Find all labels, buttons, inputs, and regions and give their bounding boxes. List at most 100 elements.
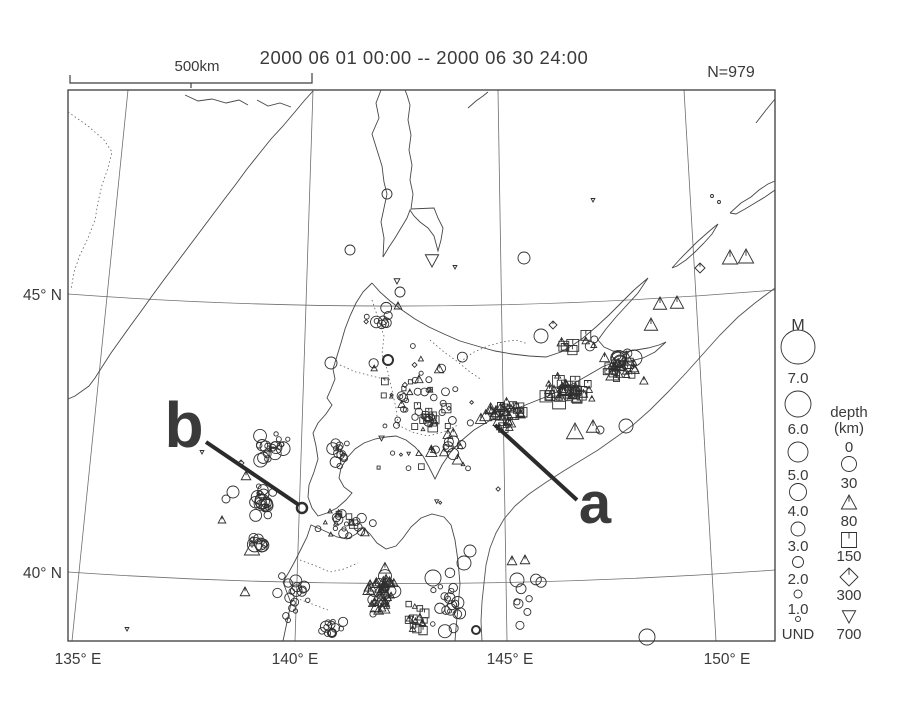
quake-symbol — [445, 595, 451, 602]
quake-symbol — [383, 311, 393, 321]
legend-depth-label: 30 — [841, 475, 858, 492]
quake-symbol — [441, 387, 450, 397]
longitude-tick-label: 135° E — [55, 651, 102, 668]
quake-symbol — [613, 355, 627, 369]
boundary-path — [295, 597, 329, 611]
quake-symbol — [356, 512, 367, 524]
quake-symbol — [388, 577, 399, 588]
quake-symbol — [398, 452, 404, 457]
quake-symbol — [268, 443, 277, 452]
quake-symbol — [456, 555, 472, 571]
quake-symbol — [530, 573, 542, 586]
quake-symbol — [278, 572, 286, 580]
quake-symbol — [430, 393, 438, 402]
longitude-tick-label: 140° E — [272, 651, 319, 668]
legend-magnitude-circle — [784, 390, 812, 418]
quake-symbol — [407, 379, 414, 385]
quake-symbol — [442, 428, 454, 439]
quake-symbol — [443, 444, 450, 450]
quake-symbol — [622, 348, 633, 359]
legend-depth-label: 80 — [841, 513, 858, 530]
parallel-line — [67, 289, 776, 307]
quake-symbol — [430, 587, 437, 594]
quake-symbol — [448, 427, 459, 437]
quake-symbol — [434, 602, 446, 614]
quake-symbol — [465, 465, 471, 472]
quake-symbol — [588, 394, 596, 402]
quake-symbol — [447, 447, 460, 461]
legend-depth-symbol-diamond — [839, 567, 859, 587]
quake-symbol — [523, 607, 532, 616]
boundary-path — [397, 424, 459, 437]
quake-symbol — [448, 623, 459, 634]
quake-symbol — [376, 575, 391, 589]
legend-depth-symbol-triangle — [840, 494, 858, 510]
quake-symbol — [411, 376, 419, 384]
quake-symbol — [363, 313, 370, 320]
quake-symbol — [380, 377, 389, 386]
quake-symbol — [560, 379, 571, 389]
legend-magnitude-title: M — [791, 317, 804, 334]
quake-symbol — [502, 396, 511, 405]
quake-symbol — [379, 598, 387, 606]
quake-symbol — [585, 419, 601, 433]
quake-symbol — [275, 436, 282, 443]
quake-symbol — [438, 408, 446, 417]
quake-symbol — [652, 296, 668, 310]
quake-symbol — [419, 416, 427, 424]
quake-symbol — [430, 621, 436, 627]
meridian-line — [71, 89, 129, 642]
quake-symbol — [546, 384, 562, 398]
legend-magnitude-circle — [793, 589, 803, 599]
coastline-path — [467, 91, 489, 109]
legend-depth-title: depth — [830, 404, 868, 421]
quake-symbol — [289, 574, 303, 588]
quake-symbol — [263, 510, 273, 520]
legend-items: 7.0 6.0 5.0 4.0 3.0 2.0 1.0 UND 0 30 80 150 300 700 — [780, 329, 862, 643]
quake-symbol — [382, 354, 394, 366]
annotation-leader-line — [204, 440, 301, 507]
quake-symbol — [717, 200, 721, 204]
quake-symbol — [345, 532, 353, 540]
annotation-letter: b — [164, 389, 203, 461]
quake-symbol — [840, 494, 858, 510]
quake-symbol — [416, 605, 424, 612]
quake-symbol — [389, 392, 394, 397]
quake-symbol — [254, 493, 270, 510]
quake-symbol — [401, 386, 407, 392]
legend-magnitude-circle — [787, 441, 809, 463]
quake-symbol — [514, 408, 526, 419]
quake-symbol — [418, 463, 425, 470]
quake-symbol — [841, 610, 857, 624]
coastline-path — [184, 94, 249, 106]
quake-symbol — [413, 387, 422, 396]
annotation-leader-line — [493, 423, 579, 502]
parallel-line — [67, 569, 776, 584]
legend-depth-units: (km) — [834, 420, 864, 437]
quake-symbol — [433, 363, 445, 374]
grid-lines — [67, 89, 776, 642]
quake-symbol — [694, 262, 706, 274]
longitude-tick-label: 150° E — [704, 651, 751, 668]
quake-symbol — [257, 484, 269, 496]
quake-symbol — [323, 623, 330, 630]
quake-symbol — [710, 194, 714, 198]
quake-symbol — [327, 508, 333, 514]
quake-symbol — [428, 413, 435, 421]
quake-symbol — [305, 597, 311, 603]
quake-symbol — [433, 499, 440, 505]
quake-symbol — [448, 582, 458, 593]
map-frame — [67, 89, 776, 642]
quake-symbol — [272, 587, 283, 599]
quake-symbol — [556, 336, 567, 347]
quake-symbol — [411, 413, 419, 421]
quake-symbol — [506, 555, 518, 566]
quake-symbol — [590, 198, 596, 203]
quake-symbol — [263, 449, 272, 459]
quake-symbol — [444, 603, 457, 616]
quake-symbol — [344, 440, 350, 447]
quake-symbol — [330, 438, 341, 449]
legend-magnitude-circle — [792, 556, 804, 568]
quake-symbol — [324, 356, 338, 370]
